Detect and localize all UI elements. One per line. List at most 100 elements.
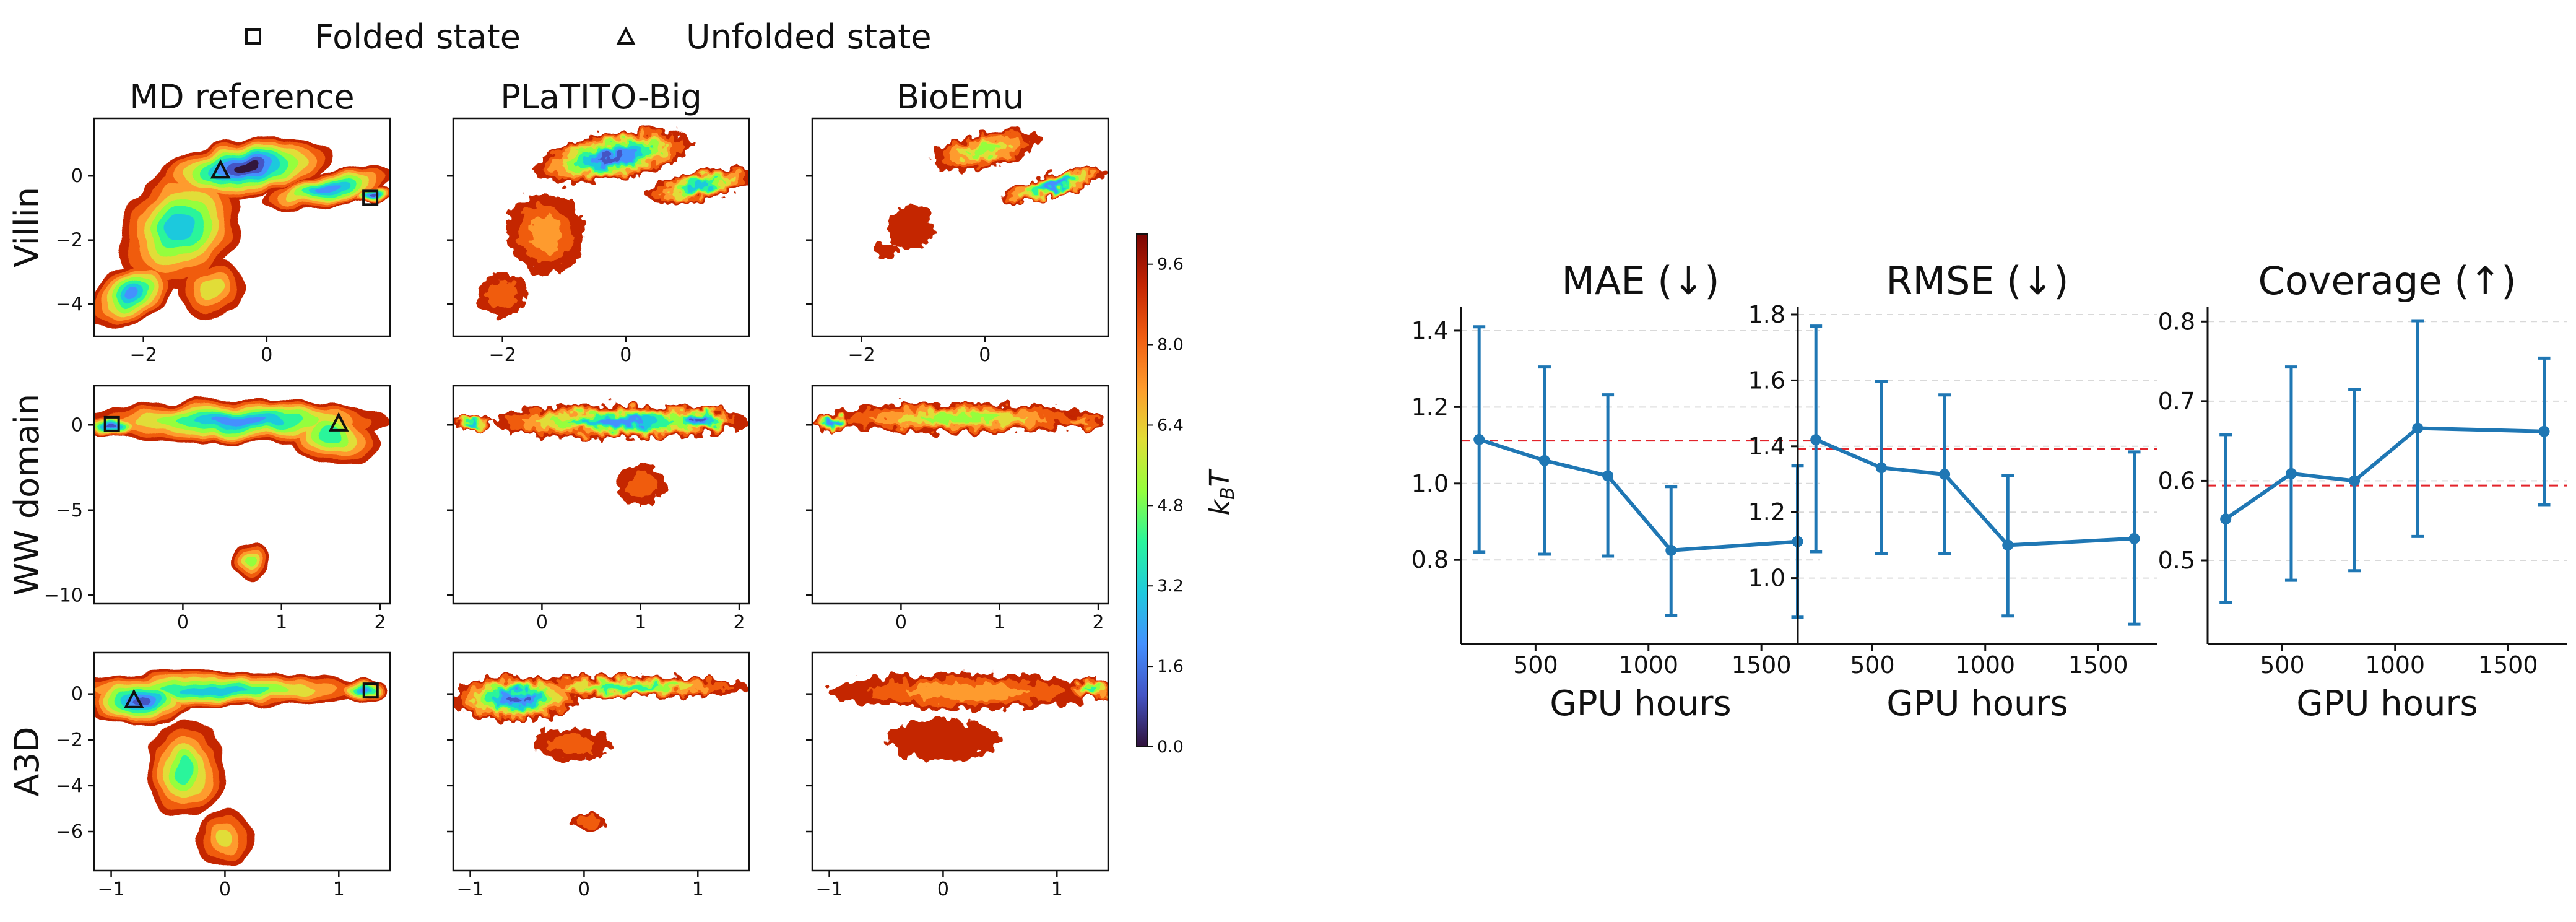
contour-blob [579, 817, 601, 828]
folded-state-marker [362, 189, 379, 206]
unfolded-state-marker [210, 159, 231, 179]
data-point [2349, 475, 2361, 487]
contour-blob [1067, 417, 1090, 425]
contour-blob [209, 417, 266, 426]
data-point [1473, 433, 1485, 445]
y-tick-label: 0.5 [2158, 547, 2195, 574]
contour-band-6 [1085, 686, 1097, 692]
row-label-1: Villin [7, 187, 46, 267]
contour-blob [828, 421, 836, 425]
y-tick-label: 1.0 [1412, 470, 1449, 497]
y-tick-label: 0 [71, 414, 83, 436]
contour-band-9 [693, 417, 706, 422]
x-tick-label: 2 [1093, 612, 1104, 633]
contour-blob [625, 472, 656, 497]
colorbar-tick-label: 1.6 [1157, 657, 1184, 676]
contour-blob [1043, 182, 1063, 189]
legend: Folded state Unfolded state [245, 17, 932, 56]
panel-frame [811, 651, 1109, 872]
x-tick-label: 1000 [1955, 651, 2015, 679]
data-point [2285, 468, 2297, 479]
x-tick-label: 0 [261, 344, 272, 366]
y-tick-label: 1.2 [1748, 498, 1785, 526]
row-label-3: A3D [7, 727, 46, 797]
x-tick-label: −2 [130, 344, 157, 366]
contour-blob [215, 828, 235, 848]
contour-blob [199, 278, 223, 298]
panel-frame [452, 651, 750, 872]
contour-band-8 [1043, 182, 1063, 189]
contour-blob [528, 215, 563, 252]
y-tick-label: 0 [71, 684, 83, 705]
metric-title: RMSE (↓) [1886, 258, 2068, 303]
contour-layers [829, 673, 1108, 761]
x-tick-label: 1 [1051, 879, 1063, 900]
contour-band-9 [108, 423, 119, 427]
colorbar-tick-label: 9.6 [1157, 255, 1184, 274]
contour-blob [232, 163, 258, 173]
x-tick-label: 0 [895, 612, 907, 633]
data-point [2412, 422, 2424, 434]
heatmap-panel-r1-c1: −2 0 −4 −2 0 [56, 117, 391, 366]
colorbar-label: kBT [1204, 468, 1239, 515]
contour-blob [905, 683, 1027, 700]
legend-square-marker [245, 28, 261, 45]
contour-blob [597, 418, 645, 425]
x-tick-label: 1500 [2478, 651, 2538, 679]
contour-blob [178, 685, 249, 694]
x-axis-label: GPU hours [2296, 684, 2478, 724]
data-point [1939, 469, 1951, 481]
y-tick-label: −5 [56, 500, 83, 521]
contour-band-9 [505, 694, 526, 703]
column-title-3: BioEmu [896, 77, 1024, 116]
row-label-2: WW domain [7, 394, 46, 596]
contour-layers [94, 399, 390, 582]
contour-blob [487, 281, 518, 309]
contour-blob [889, 205, 933, 250]
contour-band-8 [828, 421, 836, 425]
metric-chart-1: 500 1000 1500 0.8 1.0 1.2 1.4 MAE (↓) GPU hours [1412, 258, 1820, 724]
panel-frame [811, 385, 1109, 605]
y-tick-label: −2 [56, 729, 83, 751]
x-tick-label: 0 [177, 612, 189, 633]
contour-blob [167, 214, 194, 240]
y-tick-label: 0.7 [2158, 388, 2195, 415]
y-tick-label: −10 [44, 585, 83, 606]
contour-band-9 [600, 152, 627, 162]
x-tick-label: 0 [937, 879, 949, 900]
heatmap-panel-r2-c3: 0 1 2 [806, 385, 1109, 633]
panel-frame [811, 117, 1109, 337]
contour-layers [812, 402, 1104, 433]
x-tick-label: 1 [333, 879, 345, 900]
y-tick-label: 1.4 [1412, 317, 1449, 344]
contour-blob [368, 194, 375, 197]
x-tick-label: −2 [489, 344, 516, 366]
contour-blob [246, 555, 258, 567]
contour-blob [601, 684, 659, 690]
data-point [2538, 425, 2550, 437]
x-tick-label: −1 [456, 879, 484, 900]
free-energy-panels: MD reference PLaTITO-Big BioEmu Villin −2 0 −4… [7, 77, 1109, 900]
contour-blob [108, 423, 119, 427]
y-tick-label: 1.6 [1748, 367, 1785, 394]
y-tick-label: −6 [56, 821, 83, 843]
free-energy-field [812, 402, 1104, 433]
colorbar-tick-label: 0.0 [1157, 737, 1184, 757]
x-axis-label: GPU hours [1550, 684, 1731, 724]
series-line [1815, 438, 2135, 547]
heatmap-panel-r2-c2: 0 1 2 [447, 385, 750, 633]
contour-layers [453, 676, 749, 832]
contour-blob [548, 734, 597, 755]
metric-chart-2: 500 1000 1500 1.0 1.2 1.4 1.6 1.8 RMSE (↓) GPU ho… [1748, 258, 2157, 724]
heatmap-panel-r3-c2: −1 0 1 [447, 651, 750, 900]
series-line [2224, 426, 2544, 521]
y-tick-label: 1.8 [1748, 301, 1785, 328]
folded-state-marker [103, 415, 120, 432]
y-tick-label: 1.4 [1748, 433, 1785, 460]
contour-blob [505, 694, 526, 703]
heatmap-panel-r3-c3: −1 0 1 [806, 651, 1109, 900]
y-tick-label: 1.0 [1748, 565, 1785, 592]
panel-frame [452, 385, 750, 605]
